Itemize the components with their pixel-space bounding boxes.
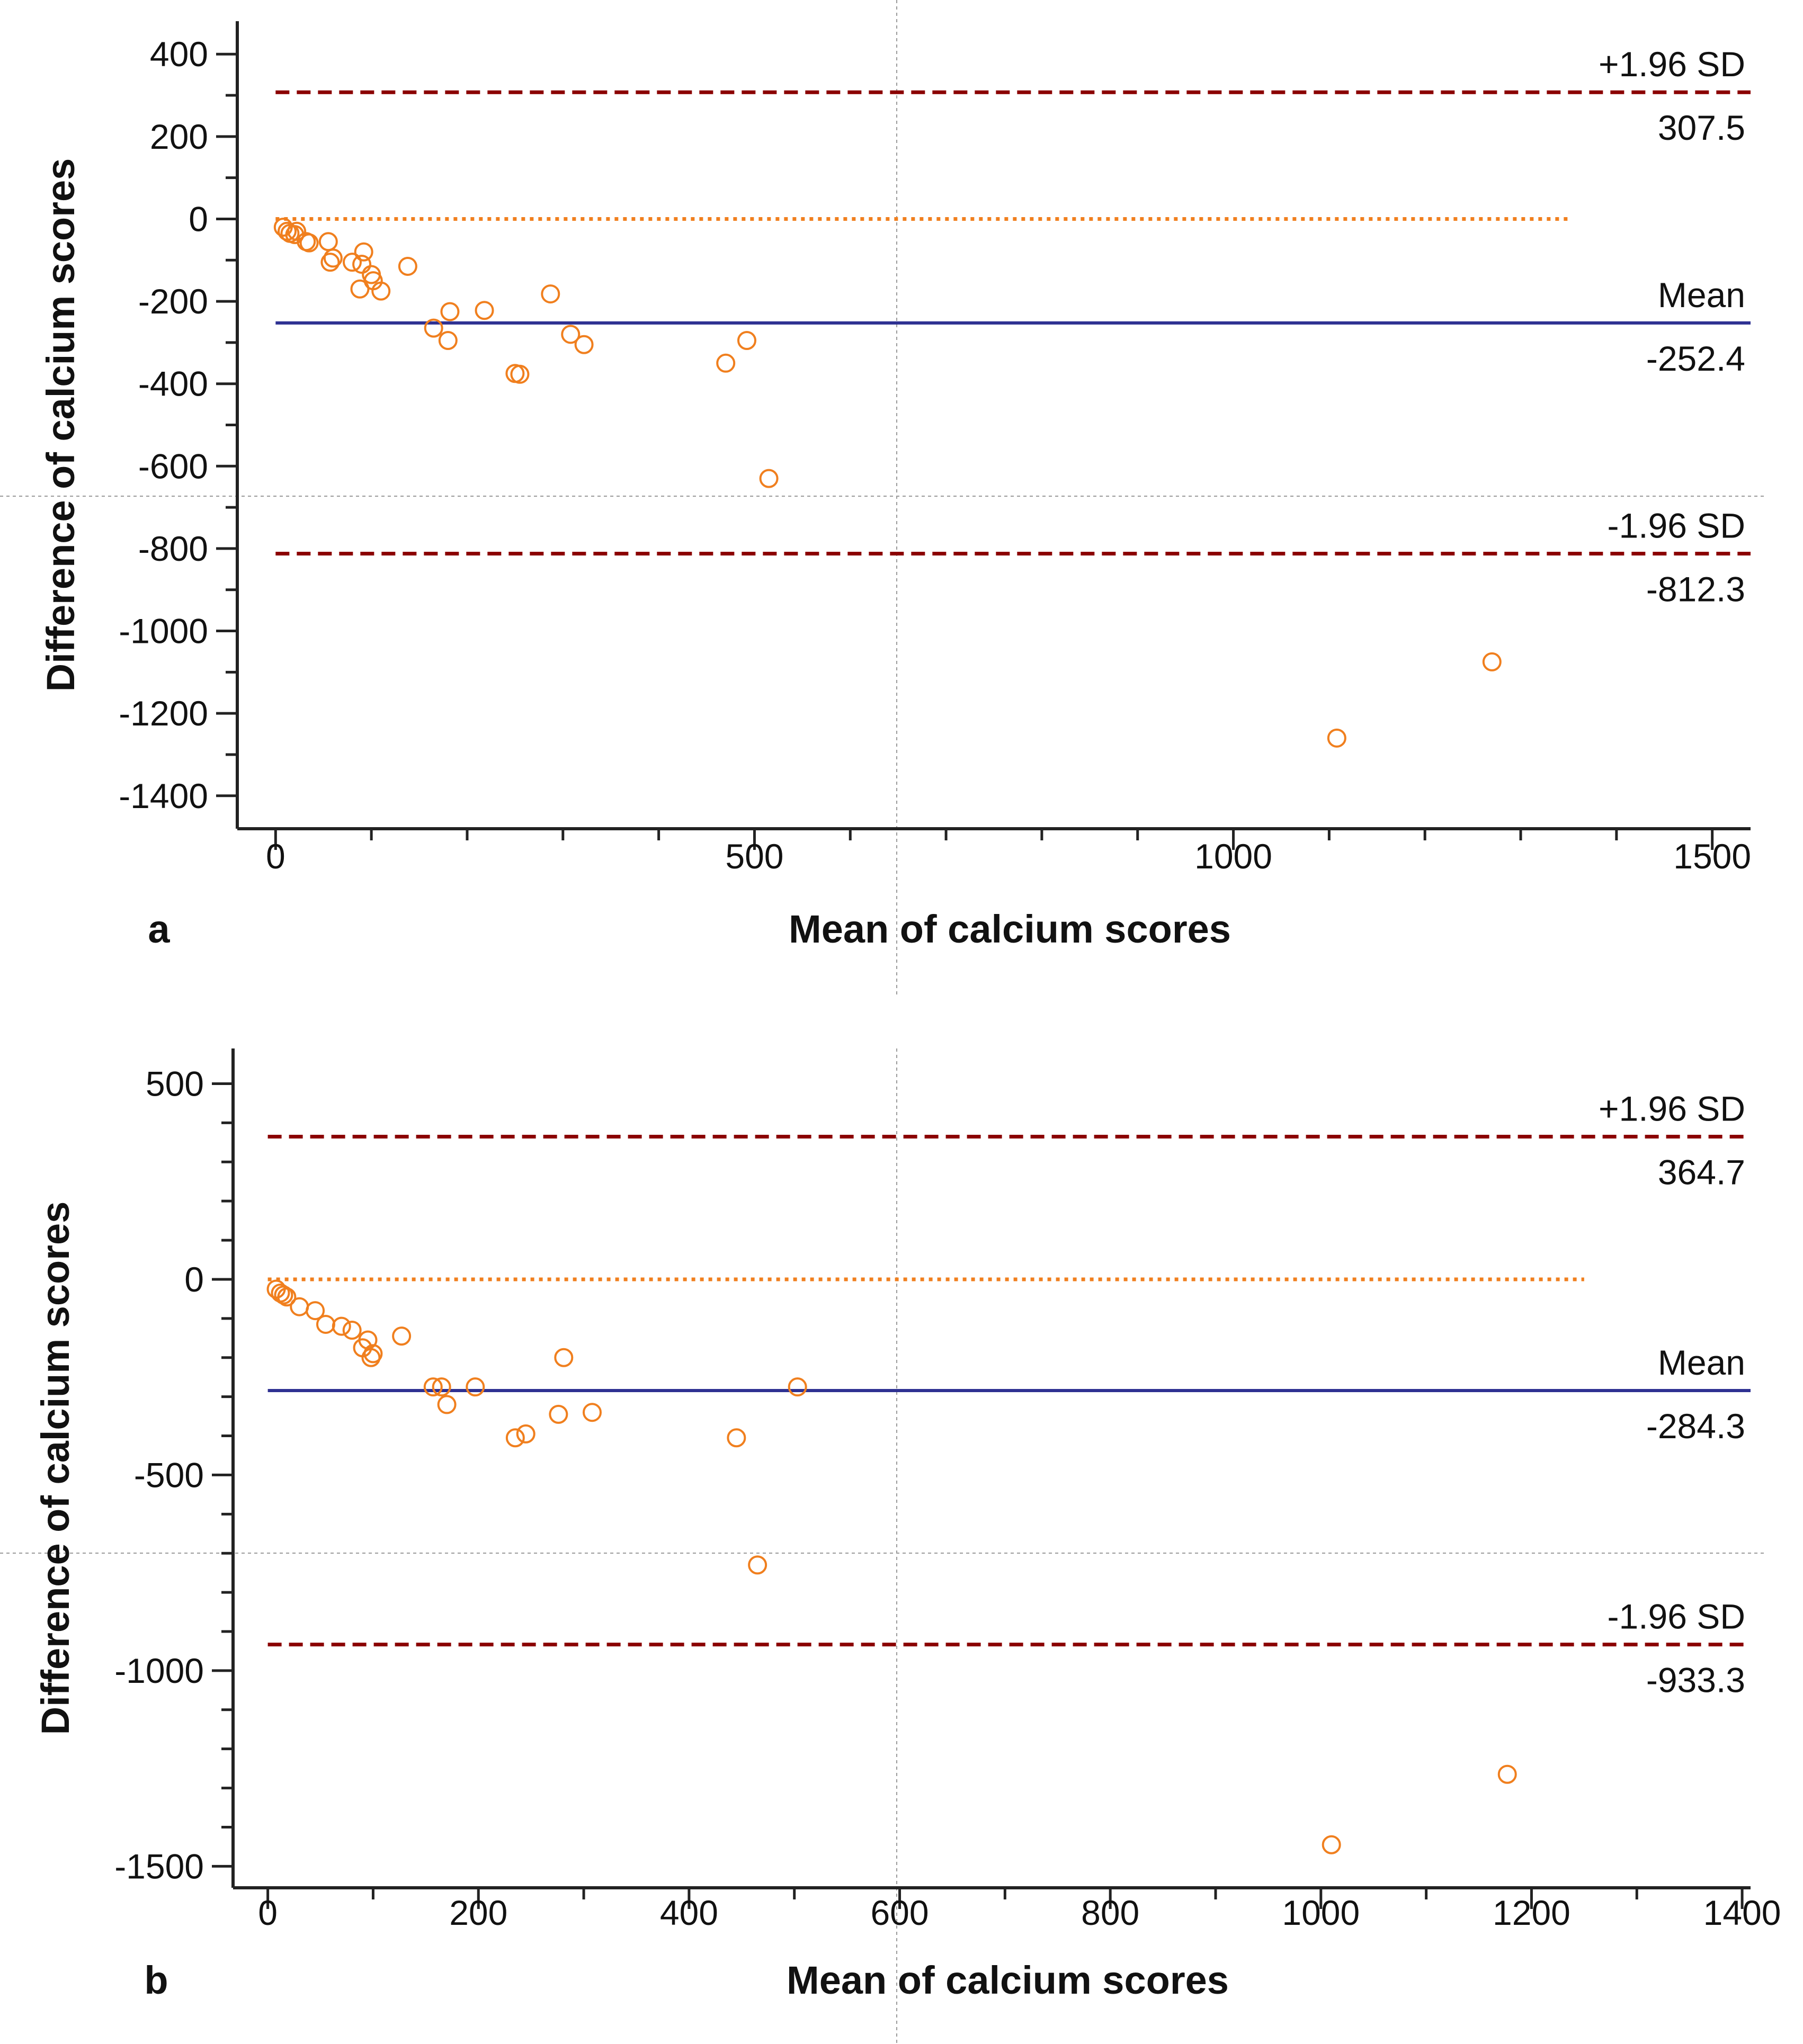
mean-label: Mean: [1658, 1343, 1745, 1382]
data-point: [788, 1377, 807, 1397]
data-point: [727, 1428, 746, 1448]
data-point: [424, 318, 443, 338]
y-tick-label: 400: [150, 34, 208, 74]
mean-value-label: -252.4: [1646, 339, 1745, 378]
x-tick-label: 1000: [1194, 837, 1272, 876]
y-tick-label: 500: [146, 1064, 204, 1104]
y-tick-label: -400: [138, 364, 208, 404]
data-point: [342, 253, 362, 272]
lower-limit-value-label: -933.3: [1646, 1661, 1745, 1700]
data-point: [561, 325, 581, 344]
data-point: [582, 1403, 602, 1422]
data-point: [299, 233, 319, 253]
y-tick-label: -1400: [119, 776, 208, 815]
y-tick-label: -500: [134, 1455, 204, 1494]
data-point: [398, 256, 417, 276]
y-axis-title: Difference of calcium scores: [39, 158, 83, 692]
y-tick-label: -1500: [114, 1846, 204, 1886]
data-point: [549, 1404, 568, 1424]
data-point: [574, 335, 594, 354]
data-point: [438, 330, 458, 350]
data-point: [505, 1428, 525, 1448]
data-point: [350, 279, 370, 299]
x-axis-title: Mean of calcium scores: [789, 907, 1231, 951]
mean-label: Mean: [1658, 275, 1745, 315]
lower-limit-value-label: -812.3: [1646, 569, 1745, 608]
data-point: [371, 281, 391, 301]
upper-limit-value-label: 307.5: [1658, 108, 1745, 147]
data-point: [323, 248, 343, 268]
data-point: [352, 255, 372, 274]
x-tick-label: 1500: [1673, 837, 1751, 876]
y-axis-title: Difference of calcium scores: [33, 1202, 77, 1735]
x-tick-label: 600: [870, 1893, 929, 1932]
x-tick-label: 500: [725, 837, 783, 876]
lower-limit-label: -1.96 SD: [1608, 506, 1745, 545]
data-point: [316, 1314, 335, 1334]
data-point: [318, 232, 338, 252]
y-tick-label: -200: [138, 282, 208, 321]
data-point: [290, 1297, 309, 1316]
data-point: [440, 302, 460, 321]
x-tick-label: 0: [258, 1893, 278, 1932]
mean-value-label: -284.3: [1646, 1406, 1745, 1446]
data-point: [437, 1395, 457, 1414]
data-point: [332, 1316, 351, 1336]
data-point: [554, 1348, 574, 1367]
data-point: [274, 1285, 293, 1305]
x-axis-title: Mean of calcium scores: [787, 1958, 1229, 2002]
data-point: [541, 284, 560, 304]
x-tick-label: 200: [449, 1893, 507, 1932]
y-tick-label: -600: [138, 446, 208, 486]
data-point: [277, 1287, 297, 1307]
y-tick-label: 0: [189, 199, 208, 238]
upper-limit-label: +1.96 SD: [1599, 44, 1745, 84]
data-point: [716, 353, 736, 373]
data-point: [466, 1377, 485, 1397]
data-point: [1482, 652, 1502, 671]
data-point: [287, 221, 307, 241]
data-point: [759, 469, 779, 488]
data-point: [1322, 1835, 1341, 1854]
y-tick-label: -1000: [114, 1651, 204, 1690]
x-tick-label: 400: [660, 1893, 718, 1932]
y-tick-label: 200: [150, 117, 208, 156]
data-point: [423, 1377, 443, 1397]
data-point: [306, 1301, 325, 1321]
x-tick-label: 1000: [1282, 1893, 1360, 1932]
lower-limit-label: -1.96 SD: [1608, 1597, 1745, 1636]
data-point: [342, 1321, 362, 1340]
data-point: [320, 253, 340, 272]
data-point: [354, 242, 373, 262]
x-tick-label: 1400: [1703, 1893, 1781, 1932]
y-tick-label: 0: [184, 1260, 204, 1299]
x-tick-label: 800: [1081, 1893, 1139, 1932]
data-point: [432, 1377, 451, 1397]
data-point: [475, 301, 494, 320]
data-point: [516, 1424, 535, 1444]
chart-panel-a: 400 200 0 -200 -400 -600 -800 -1000 -1200 -1400 0 5…: [39, 21, 1751, 951]
panel-letter: a: [148, 907, 170, 951]
upper-limit-label: +1.96 SD: [1599, 1089, 1745, 1128]
panel-letter: b: [144, 1958, 168, 2002]
x-tick-label: 1200: [1493, 1893, 1570, 1932]
data-point: [510, 364, 530, 384]
y-tick-label: -1200: [119, 694, 208, 733]
data-point: [748, 1555, 767, 1575]
data-point: [737, 330, 756, 350]
chart-panel-b: 500 0 -500 -1000 -1500 0 200 400 600 800 1000 1200 1…: [33, 1048, 1781, 2002]
y-tick-label: -800: [138, 529, 208, 568]
y-tick-label: -1000: [119, 612, 208, 651]
data-point: [363, 1344, 383, 1364]
data-point: [1497, 1764, 1517, 1784]
data-point: [1327, 728, 1346, 748]
data-point: [392, 1326, 412, 1346]
upper-limit-value-label: 364.7: [1658, 1152, 1745, 1191]
x-tick-label: 0: [266, 837, 285, 876]
